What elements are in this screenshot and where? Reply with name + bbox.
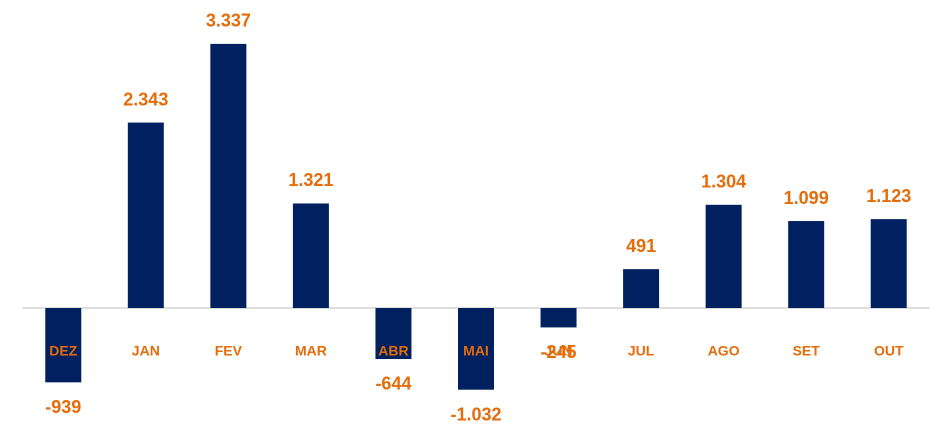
bar <box>210 43 247 309</box>
bar <box>292 203 329 309</box>
value-label: -644 <box>375 374 411 394</box>
x-tick-label: DEZ <box>49 343 77 359</box>
value-label: 1.321 <box>288 170 333 190</box>
x-tick-label: JUN <box>545 343 573 359</box>
bar <box>375 308 412 359</box>
bar <box>623 269 660 309</box>
x-tick-label: MAR <box>295 343 327 359</box>
x-tick-label: JAN <box>132 343 160 359</box>
value-label: 1.304 <box>701 172 746 192</box>
value-label: -1.032 <box>450 404 501 424</box>
value-label: 1.099 <box>784 188 829 208</box>
bar <box>540 308 577 328</box>
x-tick-label: OUT <box>874 343 904 359</box>
x-tick-label: SET <box>793 343 821 359</box>
x-tick-label: JUL <box>628 343 655 359</box>
bar <box>705 204 742 309</box>
x-tick-label: AGO <box>708 343 740 359</box>
value-label: 3.337 <box>206 11 251 31</box>
bar <box>127 122 164 309</box>
bar <box>458 308 494 390</box>
value-label: 2.343 <box>123 89 168 109</box>
value-label: 491 <box>626 236 656 256</box>
bar <box>45 308 82 383</box>
x-tick-label: ABR <box>378 343 408 359</box>
bar <box>870 219 907 309</box>
x-tick-label: MAI <box>463 343 489 359</box>
bar <box>788 221 825 309</box>
value-label: 1.123 <box>866 186 911 206</box>
value-label: -245 <box>541 342 577 362</box>
value-label: -939 <box>45 397 81 417</box>
x-tick-label: FEV <box>215 343 243 359</box>
